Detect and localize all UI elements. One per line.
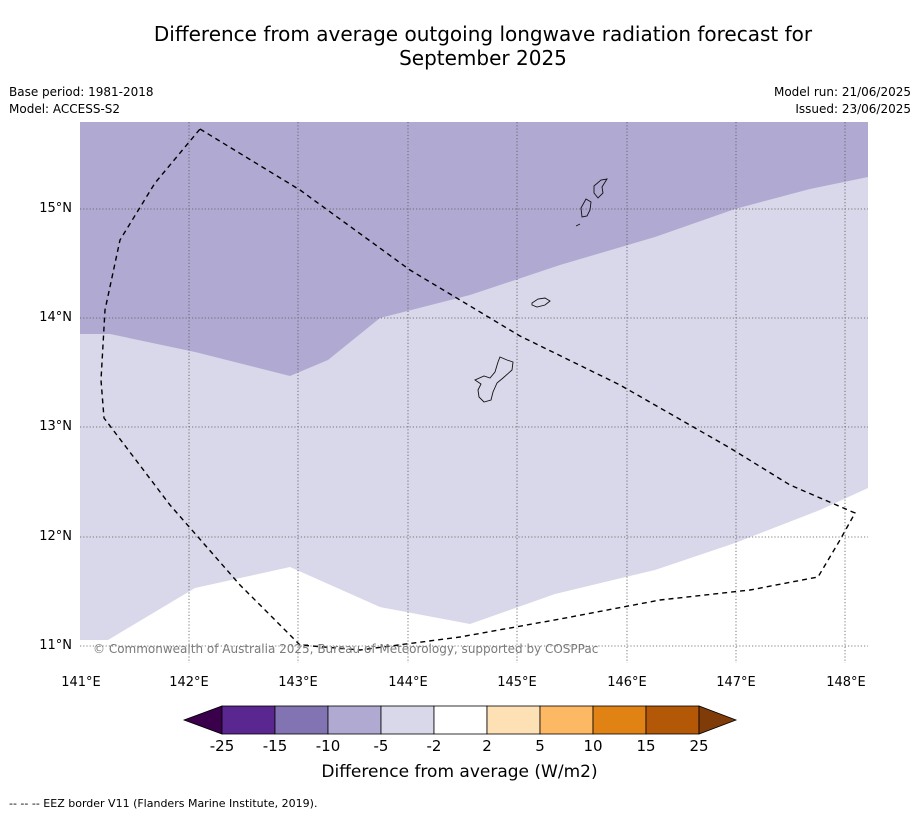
aguijan-island [575, 223, 581, 227]
colorbar-low-extension [182, 705, 223, 735]
lat-label-12: 12°N [39, 529, 72, 544]
colorbar-segment-4 [433, 705, 488, 735]
colorbar-tick-5: 2 [482, 737, 492, 755]
guam-island [474, 356, 514, 403]
lon-label-144: 144°E [388, 675, 428, 690]
lat-label-14: 14°N [39, 310, 72, 325]
colorbar-segment-1 [274, 705, 329, 735]
colorbar-tick-4: -2 [426, 737, 442, 755]
lon-label-143: 143°E [278, 675, 318, 690]
colorbar-title: Difference from average (W/m2) [321, 762, 598, 782]
lat-label-15: 15°N [39, 201, 72, 216]
lon-label-142: 142°E [169, 675, 209, 690]
colorbar-segment-8 [645, 705, 700, 735]
eez-footer-note: -- -- -- EEZ border V11 (Flanders Marine… [9, 797, 318, 810]
base-period-text: Base period: 1981-2018 [9, 85, 154, 99]
lon-label-148: 148°E [826, 675, 866, 690]
title-line-1: Difference from average outgoing longwav… [153, 22, 813, 46]
colorbar-segment-3 [380, 705, 435, 735]
rota-island [531, 297, 551, 308]
lat-label-13: 13°N [39, 419, 72, 434]
saipan-island [593, 178, 608, 199]
eez-border [100, 128, 856, 651]
gridlines [80, 122, 868, 663]
model-run-text: Model run: 21/06/2025 [773, 85, 911, 99]
colorbar-segment-5 [486, 705, 541, 735]
model-text: Model: ACCESS-S2 [9, 102, 121, 116]
islands [474, 178, 608, 403]
colorbar [182, 705, 738, 735]
colorbar-tick-6: 5 [535, 737, 545, 755]
lon-label-145: 145°E [497, 675, 537, 690]
colorbar-segment-7 [592, 705, 647, 735]
copyright-text: © Commonwealth of Australia 2025, Bureau… [93, 642, 599, 656]
colorbar-tick-8: 15 [636, 737, 656, 755]
colorbar-segment-6 [539, 705, 594, 735]
lat-label-11: 11°N [39, 638, 72, 653]
chart-title: Difference from average outgoing longwav… [0, 22, 919, 70]
colorbar-tick-2: -10 [315, 737, 341, 755]
colorbar-tick-0: -25 [209, 737, 235, 755]
colorbar-high-extension [698, 705, 738, 735]
colorbar-tick-7: 10 [583, 737, 603, 755]
meta-right: Model run: 21/06/2025 Issued: 23/06/2025 [774, 84, 911, 118]
colorbar-segment-2 [327, 705, 382, 735]
lon-label-141: 141°E [61, 675, 101, 690]
issued-text: Issued: 23/06/2025 [795, 102, 911, 116]
colorbar-tick-1: -15 [262, 737, 288, 755]
lon-label-147: 147°E [716, 675, 756, 690]
lon-label-146: 146°E [607, 675, 647, 690]
region-minus10-to-minus5 [80, 122, 868, 376]
tinian-island [580, 198, 592, 218]
title-line-2: September 2025 [399, 46, 567, 70]
colorbar-tick-3: -5 [373, 737, 389, 755]
colorbar-tick-9: 25 [689, 737, 709, 755]
meta-left: Base period: 1981-2018 Model: ACCESS-S2 [9, 84, 154, 118]
colorbar-segment-0 [221, 705, 276, 735]
